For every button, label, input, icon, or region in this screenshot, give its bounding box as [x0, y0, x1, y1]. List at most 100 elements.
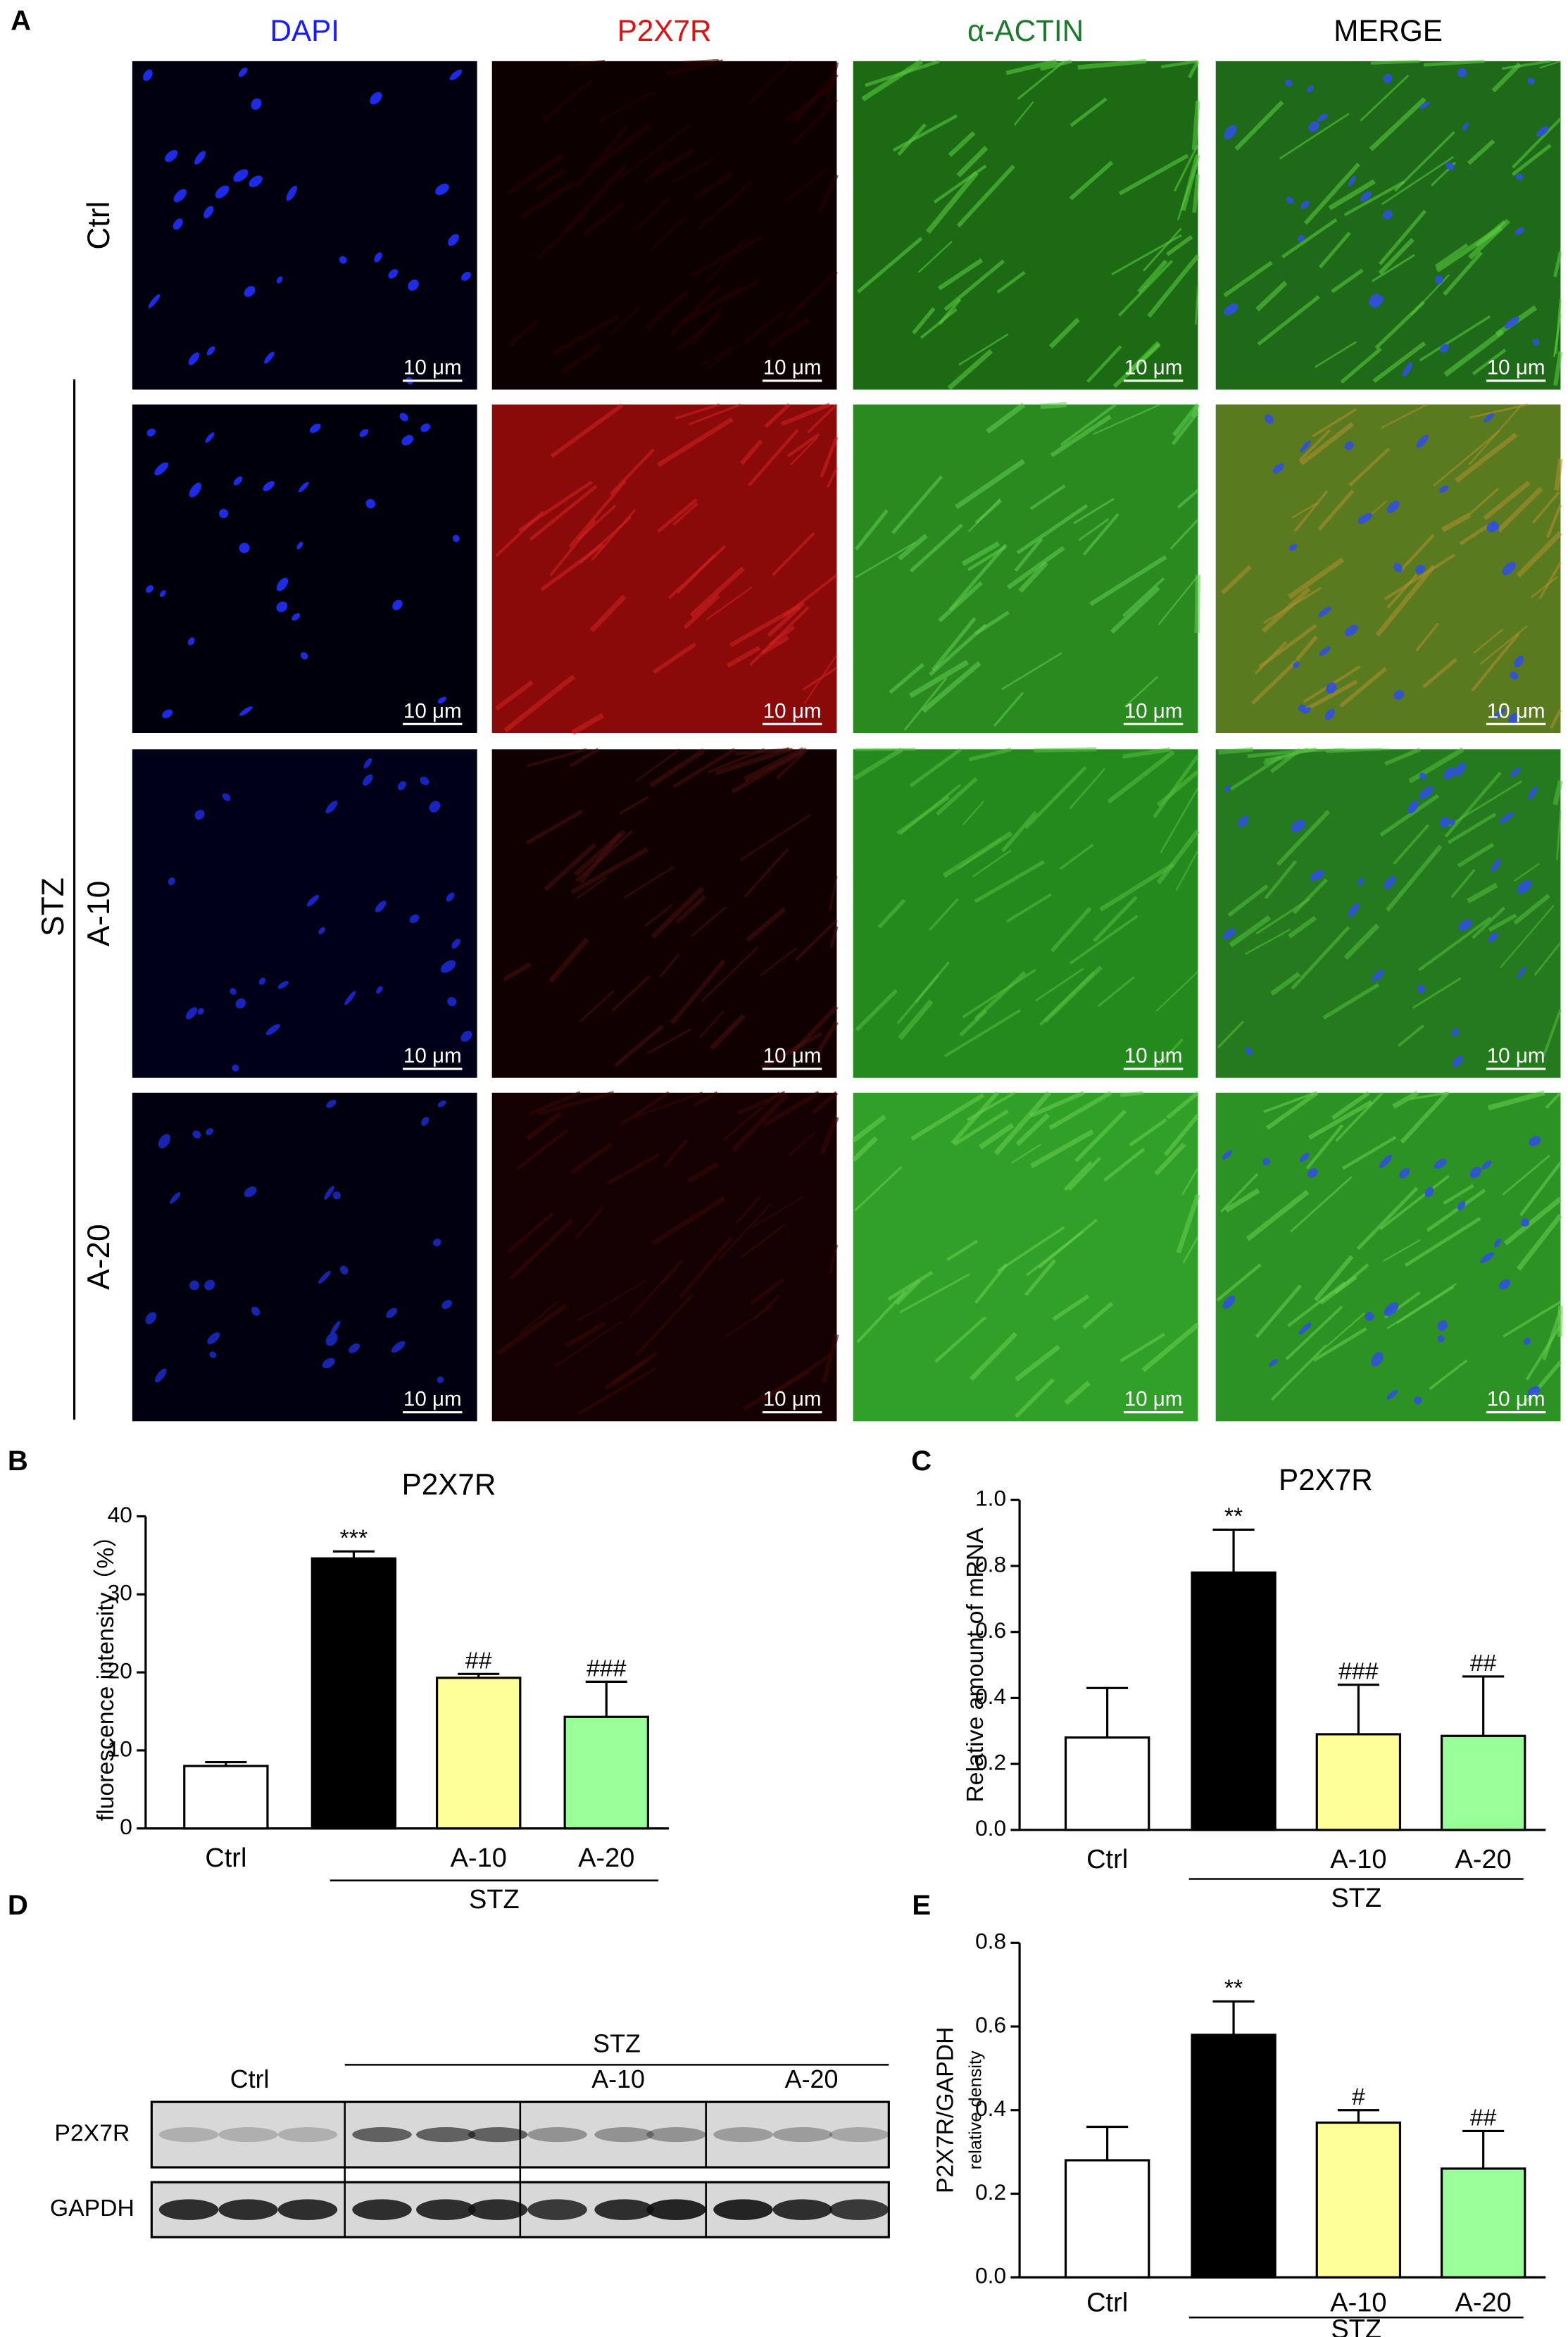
fiber	[1369, 96, 1426, 151]
fiber	[1015, 1344, 1061, 1381]
fiber	[1158, 1038, 1184, 1066]
fiber	[953, 1109, 1009, 1146]
fiber	[1227, 884, 1269, 917]
nucleus	[1520, 1218, 1530, 1227]
fiber	[1175, 849, 1199, 891]
fiber	[1264, 860, 1297, 900]
fiber	[1137, 259, 1168, 294]
nucleus	[194, 810, 205, 820]
micrograph: 10 μm	[491, 58, 839, 390]
fiber	[851, 1136, 878, 1162]
fiber	[1177, 158, 1199, 220]
blot-band	[527, 2199, 587, 2220]
fiber	[657, 498, 698, 533]
fiber	[705, 586, 753, 621]
nucleus	[325, 1332, 338, 1346]
fiber	[1408, 747, 1464, 784]
scale-bar-label: 10 μm	[1124, 356, 1183, 380]
fiber	[781, 402, 831, 426]
y-tick-label: 0.8	[975, 1551, 1006, 1577]
fiber	[683, 594, 720, 629]
nucleus	[1302, 707, 1312, 714]
nucleus	[206, 1128, 214, 1136]
fiber	[735, 747, 793, 756]
fiber	[1191, 100, 1200, 151]
fiber	[611, 975, 651, 1012]
nucleus	[1492, 708, 1506, 720]
fiber	[1342, 1136, 1397, 1170]
fiber	[1392, 1090, 1419, 1109]
fiber	[560, 344, 602, 375]
fiber	[1005, 893, 1052, 923]
nucleus	[1510, 671, 1519, 680]
micrograph: 10 μm	[853, 747, 1200, 1078]
fiber	[529, 484, 598, 541]
fiber	[1147, 254, 1200, 318]
nucleus	[239, 542, 250, 553]
fiber	[956, 146, 989, 178]
fiber	[899, 1273, 971, 1314]
nucleus	[408, 279, 419, 291]
fiber	[767, 317, 811, 347]
fiber	[1298, 429, 1331, 463]
fiber	[672, 502, 698, 526]
nucleus	[1348, 175, 1356, 187]
x-tick-label: Ctrl	[1086, 1845, 1128, 1874]
fiber	[705, 342, 741, 371]
fiber	[1415, 622, 1439, 652]
nucleus	[1515, 227, 1524, 235]
fiber	[1512, 118, 1562, 169]
nucleus	[344, 991, 356, 1005]
fiber	[634, 1293, 694, 1357]
nucleus	[432, 1239, 441, 1247]
fiber	[1069, 161, 1114, 201]
fiber	[1318, 232, 1351, 269]
nucleus	[277, 981, 289, 989]
fiber	[1502, 1155, 1550, 1196]
fiber	[620, 125, 690, 179]
fiber	[744, 847, 789, 898]
panel-letter: C	[911, 1446, 932, 1477]
nucleus	[1262, 1158, 1271, 1166]
fiber	[937, 258, 984, 291]
nucleus	[1324, 708, 1336, 720]
fiber	[1119, 1332, 1166, 1362]
fiber	[656, 417, 734, 468]
scale-bar-label: 10 μm	[763, 699, 822, 722]
fiber	[564, 165, 627, 232]
fiber	[676, 553, 716, 594]
nucleus	[1288, 544, 1298, 551]
fiber	[993, 691, 1024, 727]
nucleus	[1529, 1136, 1541, 1147]
fiber	[909, 748, 962, 788]
fiber	[649, 214, 689, 251]
nucleus	[363, 774, 373, 786]
fiber	[1014, 537, 1043, 572]
fiber	[731, 1093, 789, 1153]
fiber	[1525, 1324, 1562, 1381]
micrograph: 10 μm	[853, 401, 1201, 734]
fiber	[1122, 577, 1165, 618]
group-label: STZ	[36, 877, 70, 936]
fiber	[1471, 632, 1520, 692]
fiber	[856, 237, 923, 294]
nucleus	[1269, 1359, 1278, 1367]
fiber	[1516, 1213, 1563, 1271]
blot-row-label: P2X7R	[54, 2120, 130, 2147]
fiber	[577, 876, 607, 899]
fiber	[1153, 754, 1200, 818]
fiber	[910, 1093, 985, 1141]
fiber	[760, 1031, 823, 1070]
nucleus	[1417, 984, 1426, 994]
blot-group-label: Ctrl	[230, 2065, 270, 2093]
x-tick-label: Ctrl	[1086, 2288, 1128, 2317]
blot-group-label: A-10	[591, 2065, 645, 2093]
bar	[563, 1715, 649, 1830]
fiber	[1166, 234, 1193, 256]
fiber	[1001, 810, 1038, 853]
fiber	[788, 1131, 817, 1156]
fiber	[1052, 1294, 1090, 1321]
fiber	[521, 180, 577, 218]
fiber	[1395, 1286, 1455, 1324]
